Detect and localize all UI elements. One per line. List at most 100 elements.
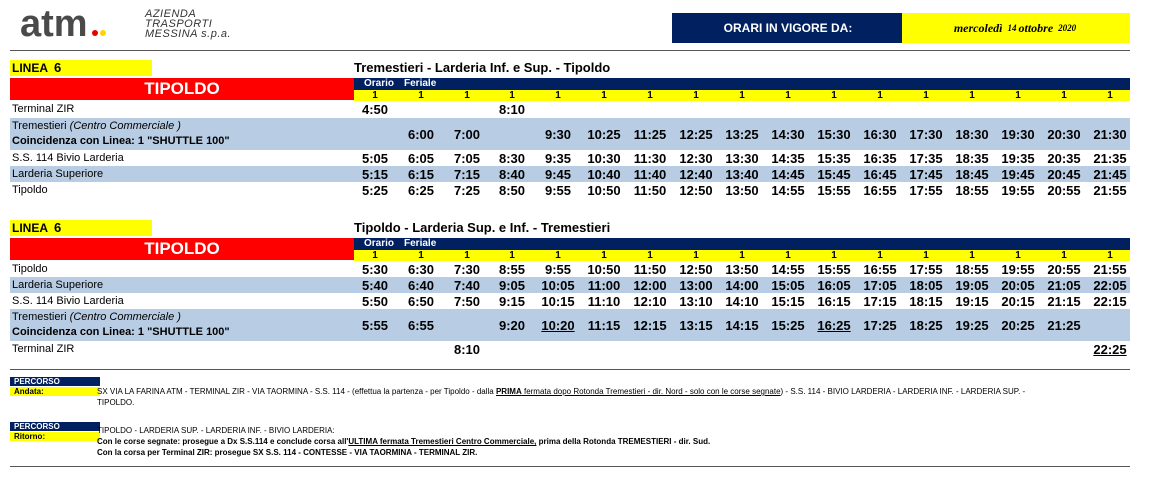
stop-name: S.S. 114 Bivio Larderia (12, 295, 124, 307)
departure-time: 5:50 (361, 294, 389, 309)
departure-time: 6:55 (407, 318, 435, 333)
departure-time: 8:40 (498, 167, 526, 182)
departure-time: 9:30 (544, 127, 572, 142)
departure-time: 7:40 (453, 278, 481, 293)
company-line-1: AZIENDA (145, 8, 197, 20)
date-year: 2020 (1058, 23, 1077, 33)
departure-time: 13:40 (725, 167, 759, 182)
run-mark: 1 (877, 90, 883, 101)
departure-time: 19:25 (955, 318, 989, 333)
run-mark: 1 (647, 250, 653, 261)
departure-time: 11:25 (633, 127, 667, 142)
departure-time: 19:55 (1001, 262, 1035, 277)
departure-time: 7:30 (453, 262, 481, 277)
departure-time: 8:50 (498, 183, 526, 198)
departure-time: 15:45 (817, 167, 851, 182)
departure-time: 18:55 (955, 262, 989, 277)
departure-time: 20:15 (1001, 294, 1035, 309)
timetable-row: Larderia Superiore 5:15 6:15 7:15 8:40 9:45 10… (10, 166, 1130, 182)
route-title-2: Tipoldo - Larderia Sup. e Inf. - Tremest… (354, 220, 611, 235)
departure-time: 5:05 (361, 151, 389, 166)
departure-time: 14:55 (771, 262, 805, 277)
departure-time: 5:30 (361, 262, 389, 277)
run-mark: 1 (555, 90, 561, 101)
departure-time: 20:25 (1001, 318, 1035, 333)
run-mark: 1 (969, 90, 975, 101)
run-mark: 1 (877, 250, 883, 261)
departure-time: 13:50 (725, 262, 759, 277)
departure-time: 7:15 (453, 167, 481, 182)
destination-banner-1: TIPOLDO (10, 78, 354, 100)
stop-name: S.S. 114 Bivio Larderia (12, 152, 124, 164)
departure-time: 15:25 (771, 318, 805, 333)
departure-time: 18:55 (955, 183, 989, 198)
connection-note: Coincidenza con Linea: 1 "SHUTTLE 100" (12, 326, 230, 338)
header-divider (10, 50, 1130, 51)
run-mark: 1 (923, 90, 929, 101)
departure-time: 19:05 (955, 278, 989, 293)
date-month: ottobre (1018, 20, 1054, 35)
run-mark: 1 (693, 90, 699, 101)
departure-time: 7:50 (453, 294, 481, 309)
connection-note: Coincidenza con Linea: 1 "SHUTTLE 100" (12, 135, 230, 147)
departure-time: 11:15 (587, 318, 621, 333)
departure-time: 17:05 (863, 278, 897, 293)
run-mark: 1 (1107, 250, 1113, 261)
company-line-2: TRASPORTI (145, 18, 213, 30)
run-mark: 1 (509, 90, 515, 101)
run-mark: 1 (464, 90, 470, 101)
linea-number: 6 (54, 220, 62, 235)
run-mark: 1 (418, 90, 424, 101)
run-mark: 1 (1015, 250, 1021, 261)
run-mark: 1 (831, 90, 837, 101)
departure-time: 10:15 (541, 294, 575, 309)
departure-time: 19:45 (1001, 167, 1035, 182)
departure-time: 14:30 (771, 127, 805, 142)
notes-divider (10, 369, 1130, 370)
departure-time: 16:30 (863, 127, 897, 142)
timetable-row: Terminal ZIR 4:50 8:10 (10, 101, 1130, 118)
run-mark: 1 (509, 250, 515, 261)
departure-time: 15:55 (817, 183, 851, 198)
percorso-tag-ritorno: PERCORSO (10, 422, 100, 431)
departure-time: 21:15 (1047, 294, 1081, 309)
orario-bar-1: Orario Feriale (354, 78, 1130, 90)
ritorno-route-text: TIPOLDO - LARDERIA SUP. - LARDERIA INF. … (97, 426, 711, 457)
departure-time: 12:50 (679, 183, 713, 198)
departure-time: 8:30 (498, 151, 526, 166)
orario-bar-2: Orario Feriale (354, 238, 1130, 250)
atm-logo: atm (20, 3, 230, 45)
departure-time: 6:30 (407, 262, 435, 277)
departure-time: 20:05 (1001, 278, 1035, 293)
run-mark: 1 (1015, 90, 1021, 101)
run-mark: 1 (418, 250, 424, 261)
effective-date: mercoledì 14 ottobre 2020 (902, 13, 1130, 43)
departure-time: 16:55 (863, 262, 897, 277)
departure-time: 21:55 (1093, 183, 1127, 198)
stop-name: Larderia Superiore (12, 279, 104, 291)
departure-time: 14:15 (725, 318, 759, 333)
timetable-row: Tremestieri (Centro Commerciale ) Coincid… (10, 118, 1130, 150)
run-mark: 1 (647, 90, 653, 101)
departure-time: 8:10 (498, 102, 526, 117)
departure-time: 17:30 (909, 127, 943, 142)
departure-time: 12:00 (633, 278, 667, 293)
departure-time: 15:35 (817, 151, 851, 166)
departure-time: 19:15 (955, 294, 989, 309)
stop-name: Tipoldo (12, 184, 48, 196)
departure-time: 16:25 (817, 318, 851, 333)
departure-time: 13:00 (679, 278, 713, 293)
departure-time: 6:05 (407, 151, 435, 166)
departure-time: 21:25 (1047, 318, 1081, 333)
departure-time: 6:15 (407, 167, 435, 182)
departure-time: 20:45 (1047, 167, 1081, 182)
atm-logo-graphic: atm (20, 3, 106, 45)
departure-time: 16:15 (817, 294, 851, 309)
departure-time: 8:55 (498, 262, 526, 277)
departure-time: 10:20 (541, 318, 575, 333)
departure-time: 11:10 (587, 294, 621, 309)
feriale-label: Feriale (404, 238, 437, 249)
run-mark: 1 (464, 250, 470, 261)
run-mark: 1 (1061, 250, 1067, 261)
timetable-row: S.S. 114 Bivio Larderia 5:05 6:05 7:05 8:30 9… (10, 150, 1130, 166)
